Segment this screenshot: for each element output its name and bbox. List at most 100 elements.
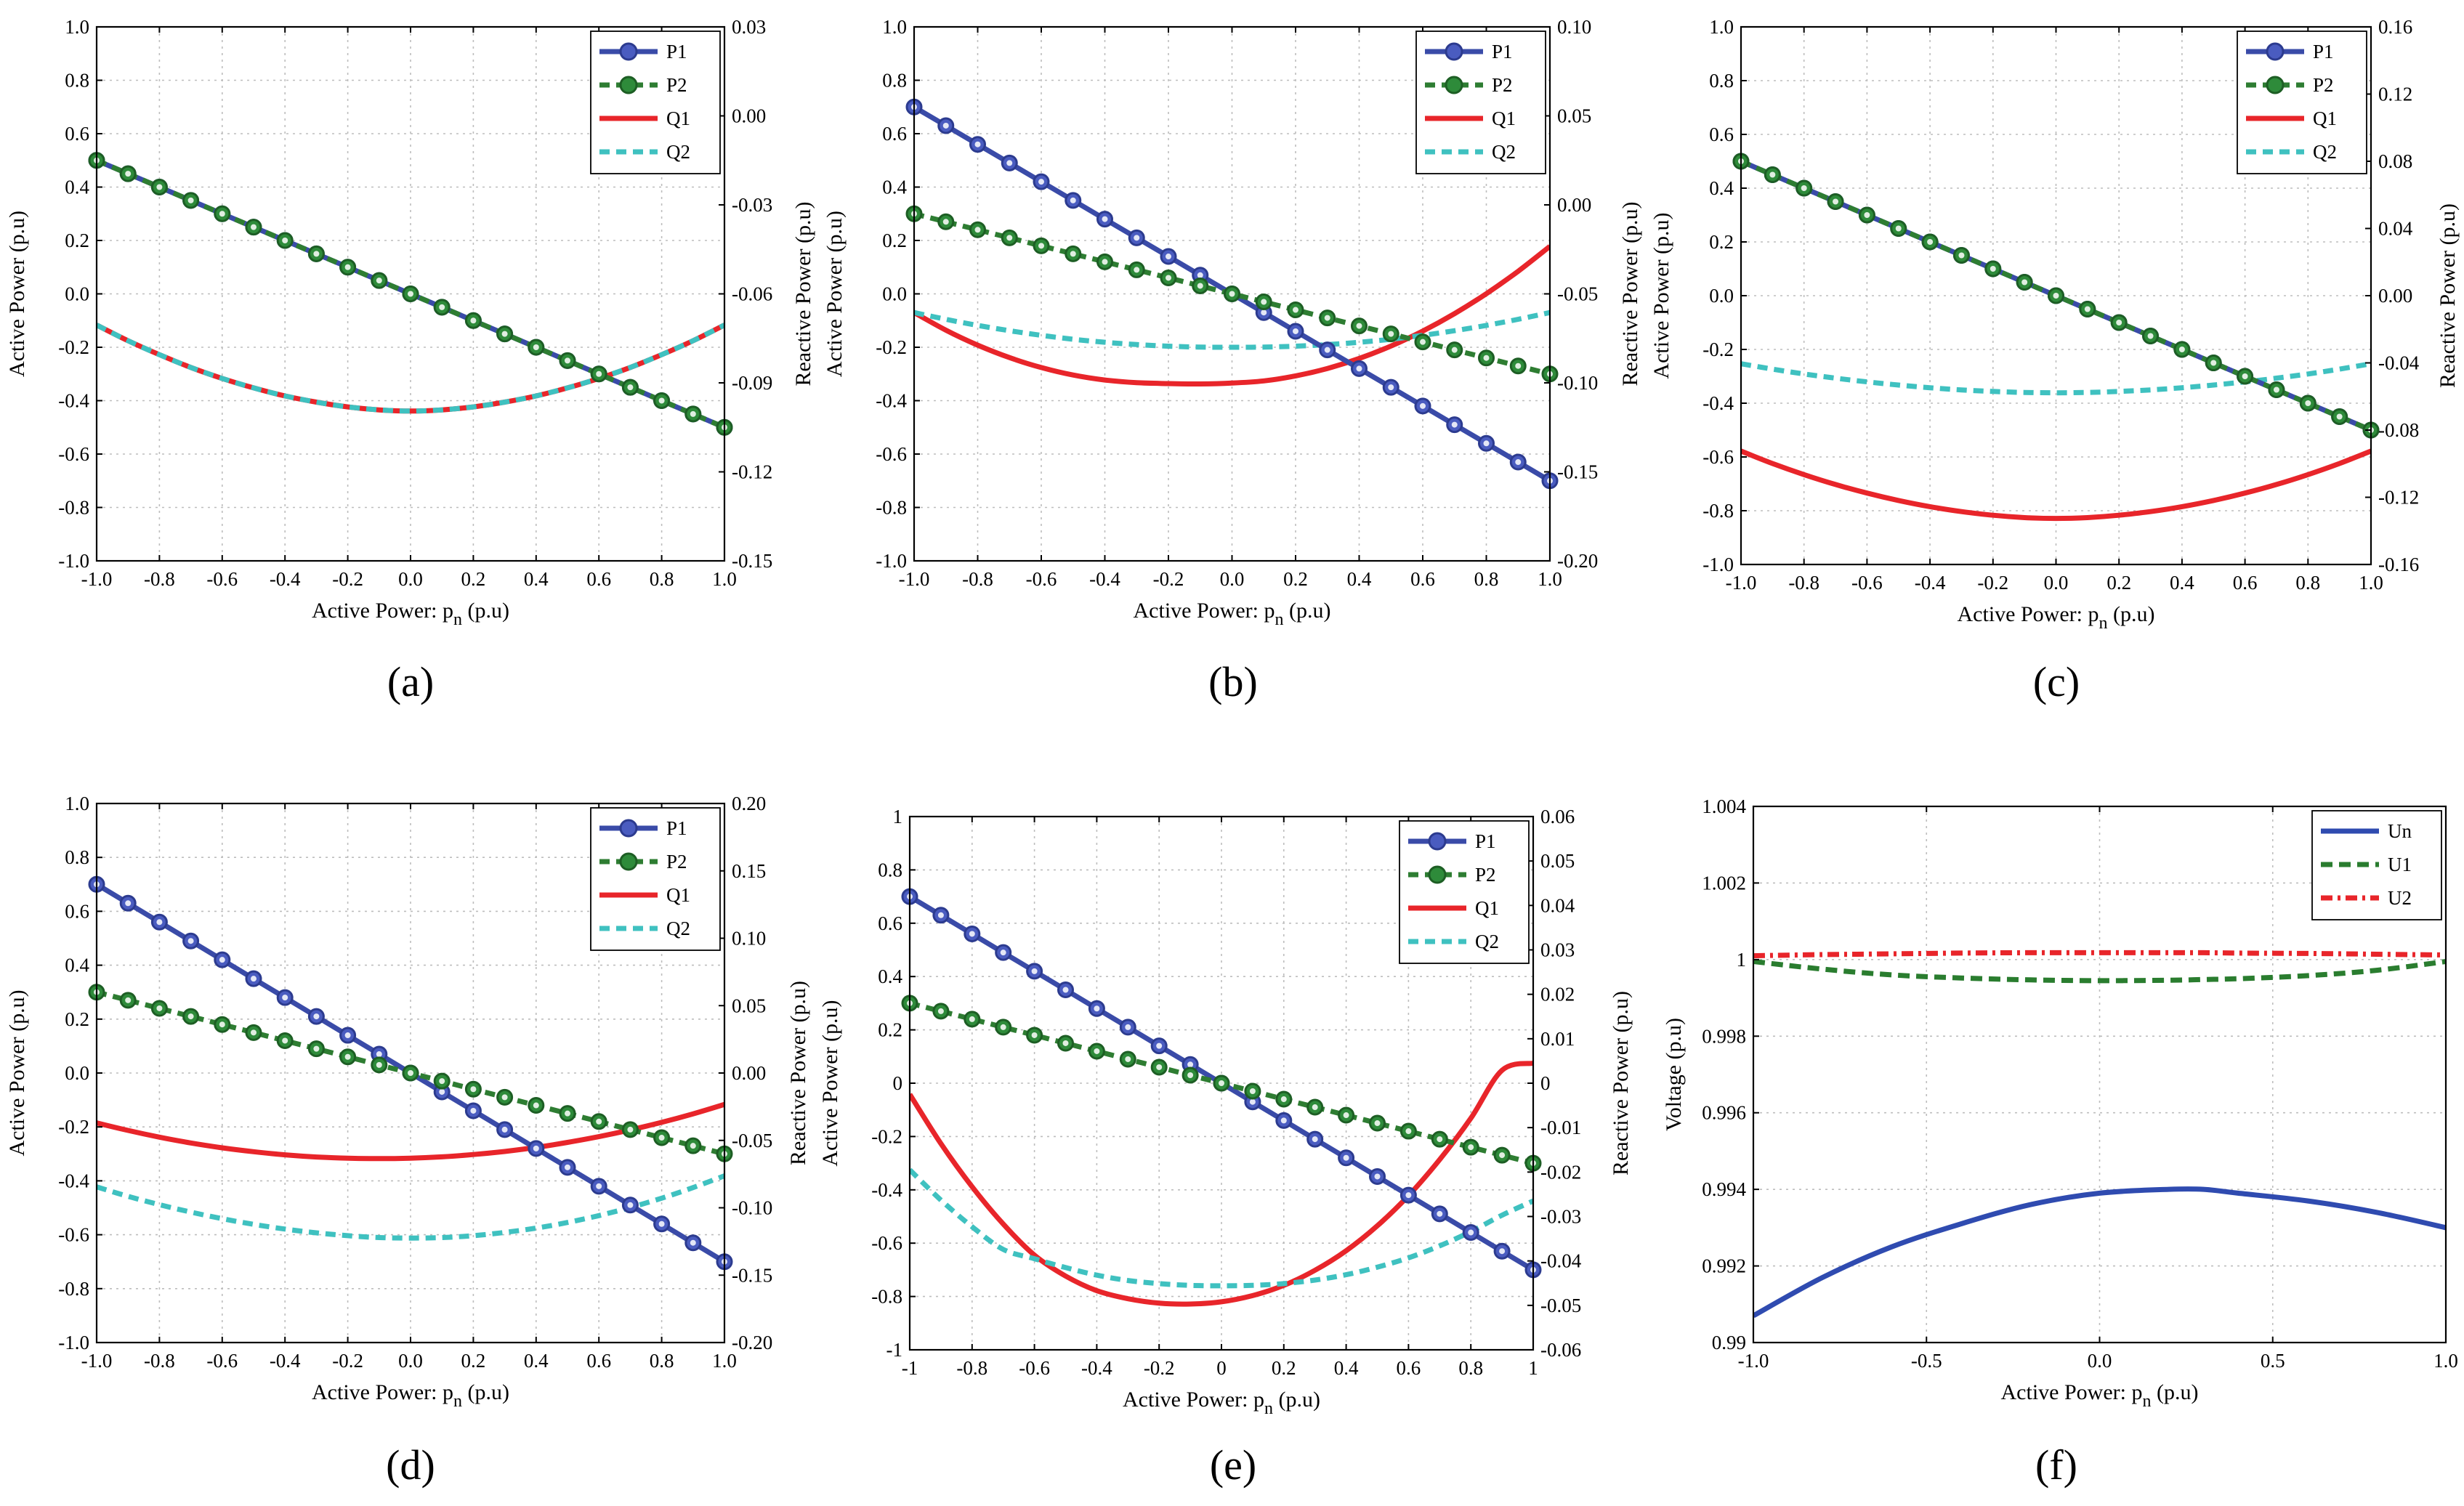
- y-tick-label: 0.4: [878, 965, 902, 987]
- y-tick-label: -0.6: [1702, 446, 1734, 468]
- y-tick-label: 0.8: [882, 70, 907, 92]
- panel-label-a: (a): [387, 658, 434, 705]
- y2-axis-title: Reactive Power (p.u): [791, 201, 815, 386]
- y2-axis-title: Reactive Power (p.u): [1609, 991, 1633, 1175]
- chart-panel-e: -1 -0.8 -0.6 -0.4 -0.2 0 0.2 0.4 0.6 0.8 1 -1 -0.8 -0…: [818, 806, 1633, 1489]
- series-p2-marker-center: [156, 184, 163, 190]
- y-tick-label: 1: [893, 806, 903, 827]
- series-p2-marker-center: [1312, 1104, 1318, 1111]
- series-p2-marker-center: [1249, 1088, 1256, 1095]
- legend-label-q1: Q1: [1475, 897, 1499, 919]
- legend-marker-p1: [619, 819, 638, 838]
- series-p2-marker-center: [690, 1143, 696, 1149]
- y2-tick-label: 0.00: [732, 105, 766, 127]
- series-p2-marker-center: [1927, 239, 1934, 245]
- y-tick-label: -0.4: [58, 390, 89, 412]
- y2-tick-label: 0.01: [1540, 1028, 1575, 1050]
- series-p2-marker-center: [627, 1126, 634, 1133]
- y2-tick-label: 0.02: [1540, 984, 1575, 1005]
- y-tick-label: 0.2: [1709, 231, 1734, 253]
- series-p2-marker-center: [1343, 1112, 1349, 1119]
- y-tick-label: -0.2: [876, 336, 907, 358]
- series-p2-marker-center: [1801, 185, 1807, 191]
- y2-tick-label: -0.04: [1540, 1250, 1582, 1272]
- x-tick-label: 0.2: [461, 568, 486, 590]
- series-p1-marker-center: [470, 1107, 477, 1114]
- series-p1-marker-center: [1515, 459, 1522, 466]
- x-tick-label: 0.8: [650, 1350, 674, 1372]
- x-tick-label: 0.6: [586, 1350, 611, 1372]
- x-tick-label: -0.6: [1851, 572, 1883, 594]
- y-tick-label: -0.8: [876, 497, 907, 519]
- series-p1-marker-center: [627, 1202, 634, 1208]
- series-q1-line: [910, 1061, 1533, 1307]
- x-tick-label: -0.8: [1788, 572, 1819, 594]
- y-tick-label: 1.004: [1702, 795, 1746, 817]
- series-p2-marker-center: [313, 1045, 320, 1052]
- series-p1-marker-center: [282, 995, 288, 1001]
- series-p2-marker-center: [658, 397, 665, 404]
- y2-tick-label: 0.05: [1557, 105, 1591, 127]
- y2-tick-label: -0.12: [732, 461, 772, 483]
- series-p2-marker-center: [2084, 306, 2091, 312]
- legend-label-p1: P1: [2313, 41, 2334, 62]
- legend: P1 P2 Q1 Q2: [1415, 31, 1546, 174]
- series-p2-marker-center: [1006, 235, 1013, 241]
- series-p2-marker-center: [1864, 212, 1870, 218]
- series-p2-marker-center: [658, 1135, 665, 1141]
- y-tick-label: 0.4: [65, 955, 89, 976]
- x-tick-label: -0.4: [270, 568, 301, 590]
- series-p2-marker-center: [1833, 198, 1839, 205]
- x-tick-label: -0.2: [332, 568, 363, 590]
- series-p2-marker-center: [1280, 1096, 1287, 1103]
- series-p1-marker-center: [1031, 968, 1038, 974]
- y2-tick-label: -0.05: [1557, 283, 1598, 305]
- y2-tick-label: 0.10: [732, 928, 766, 950]
- x-axis-title: Active Power: pn (p.u): [312, 1380, 509, 1411]
- series-p1-marker-center: [1125, 1024, 1131, 1030]
- x-tick-label: 0.4: [2170, 572, 2194, 594]
- x-axis-title: Active Power: pn (p.u): [1123, 1388, 1320, 1418]
- y2-tick-label: 0.08: [2378, 150, 2412, 172]
- series-p1-marker-center: [596, 1183, 602, 1189]
- legend-label-p2: P2: [666, 74, 687, 96]
- y-tick-label: 0.99: [1712, 1332, 1746, 1353]
- x-tick-label: 0.0: [398, 568, 423, 590]
- y2-tick-label: 0.16: [2378, 16, 2412, 38]
- series-p2-marker-center: [1405, 1128, 1412, 1135]
- series-un-line: [1753, 1186, 2446, 1319]
- x-tick-label: 0.4: [1334, 1357, 1359, 1379]
- series-p1-marker-center: [1312, 1136, 1318, 1143]
- chart-panel-d: -1.0 -0.8 -0.6 -0.4 -0.2 0.0 0.2 0.4 0.6 0.8 1.0 -1…: [5, 793, 810, 1489]
- series-q2-line: [910, 1167, 1533, 1289]
- y-tick-label: 0.6: [65, 123, 89, 145]
- series-p2-marker-center: [1293, 307, 1298, 313]
- y-tick-label: -0.4: [1702, 392, 1734, 414]
- series-p1-marker-center: [344, 1032, 351, 1039]
- y2-tick-label: 0.04: [1540, 894, 1575, 916]
- legend-label-q2: Q2: [666, 141, 690, 163]
- y-tick-label: -0.8: [58, 1278, 89, 1300]
- series-p2-marker-center: [2021, 279, 2028, 286]
- y2-tick-label: -0.05: [1540, 1295, 1581, 1316]
- series-p2-marker-center: [282, 238, 288, 243]
- series-p2-marker-center: [344, 264, 351, 270]
- series-p2-marker-center: [1156, 1064, 1163, 1070]
- series-p2-marker-center: [2053, 293, 2059, 299]
- series-p2-marker-center: [2242, 373, 2248, 379]
- series-p2-marker-center: [1229, 291, 1235, 297]
- series-p2-marker-center: [1102, 259, 1108, 265]
- x-tick-label: 0: [1216, 1357, 1227, 1379]
- y-tick-label: 0.4: [882, 177, 907, 198]
- series-u1-line: [1753, 959, 2446, 984]
- legend-label-p1: P1: [666, 41, 687, 62]
- series-p1-marker-center: [1324, 347, 1330, 353]
- series-p1-marker-center: [969, 931, 975, 937]
- x-axis-title: Active Power: pn (p.u): [1134, 599, 1331, 629]
- y2-tick-label: 0.05: [732, 995, 766, 1016]
- series-p2-marker-center: [596, 1118, 602, 1125]
- y-axis-title: Active Power (p.u): [1649, 212, 1673, 378]
- series-u2-line: [1753, 950, 2446, 959]
- legend-label-q1: Q1: [1492, 108, 1516, 129]
